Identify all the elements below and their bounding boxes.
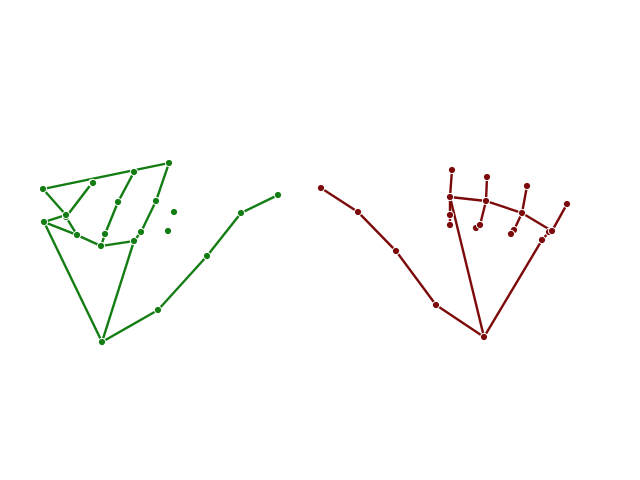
right-hand-joint-14	[506, 229, 516, 239]
right-hand-joint-1	[431, 300, 441, 310]
right-hand-bone-18	[482, 238, 544, 339]
left-hand-joint-11	[113, 197, 123, 207]
right-hand-joint-12	[447, 165, 457, 175]
left-hand-bone-7	[154, 161, 171, 203]
right-hand-joint-10	[445, 210, 455, 220]
left-hand-bone-6	[139, 199, 158, 234]
left-hand-joint-21	[169, 207, 179, 217]
left-hand-bone-0	[100, 308, 160, 344]
right-hand-bone-12	[484, 199, 524, 215]
right-hand-bone-16	[520, 211, 554, 233]
right-hand-bone-4	[448, 195, 486, 339]
left-hand-joint-5	[129, 236, 139, 246]
left-hand-joint-16	[88, 178, 98, 188]
left-hand-bone-17	[64, 181, 94, 219]
right-hand-bone-10	[478, 199, 488, 227]
right-hand-bone-8	[448, 195, 488, 203]
right-hand-bone-17	[550, 202, 569, 233]
left-hand-bone-2	[205, 211, 243, 258]
left-hand-bone-10	[41, 187, 68, 217]
right-hand-joint-4	[316, 183, 326, 193]
left-hand-joint-2	[202, 251, 212, 261]
left-hand-bone-8	[42, 220, 104, 344]
left-hand-joint-7	[151, 196, 161, 206]
left-hand-bone-14	[116, 170, 136, 204]
right-hand-joint-8	[482, 172, 492, 182]
left-hand-bone-3	[239, 193, 280, 215]
left-hand-joint-9	[96, 241, 106, 251]
left-hand-joint-10	[100, 229, 110, 239]
left-hand-joint-6	[136, 227, 146, 237]
right-hand-joint-3	[353, 207, 363, 217]
left-hand-joint-22	[163, 226, 173, 236]
right-hand-joint-6	[475, 220, 485, 230]
right-hand-bone-3	[319, 186, 360, 214]
right-hand-joint-16	[522, 181, 532, 191]
right-hand-joint-11	[445, 192, 455, 202]
left-hand-joint-13	[72, 230, 82, 240]
right-hand-joint-2	[391, 246, 401, 256]
left-hand-joint-12	[129, 167, 139, 177]
right-hand-joint-17	[537, 235, 547, 245]
left-hand-bone-20	[41, 161, 171, 191]
right-hand-bone-13	[520, 184, 529, 215]
right-hand-bone-0	[434, 303, 486, 339]
left-hand-joint-4	[273, 190, 283, 200]
right-hand-joint-19	[547, 226, 557, 236]
right-hand-bone-2	[356, 210, 398, 253]
left-hand-joint-20	[38, 184, 48, 194]
left-hand-bone-19	[42, 220, 79, 237]
right-hand-bone-7	[448, 168, 454, 199]
left-hand-joint-1	[153, 305, 163, 315]
left-hand	[38, 158, 283, 347]
right-hand-joint-20	[562, 199, 572, 209]
left-hand-joint-8	[164, 158, 174, 168]
left-hand-bone-13	[103, 200, 120, 236]
left-hand-joint-0	[97, 337, 107, 347]
right-hand	[316, 165, 572, 342]
right-hand-joint-7	[481, 196, 491, 206]
right-hand-joint-0	[479, 332, 489, 342]
left-hand-joint-17	[39, 217, 49, 227]
left-hand-joint-3	[236, 208, 246, 218]
left-hand-bone-11	[99, 239, 136, 248]
left-hand-joint-18	[61, 210, 71, 220]
hands-layer	[38, 158, 572, 347]
left-hand-bone-15	[75, 233, 103, 248]
left-hand-bone-4	[100, 239, 136, 344]
left-hand-bone-1	[156, 254, 209, 312]
right-hand-joint-9	[445, 220, 455, 230]
right-hand-bone-1	[394, 249, 438, 307]
right-hand-joint-15	[517, 208, 527, 218]
